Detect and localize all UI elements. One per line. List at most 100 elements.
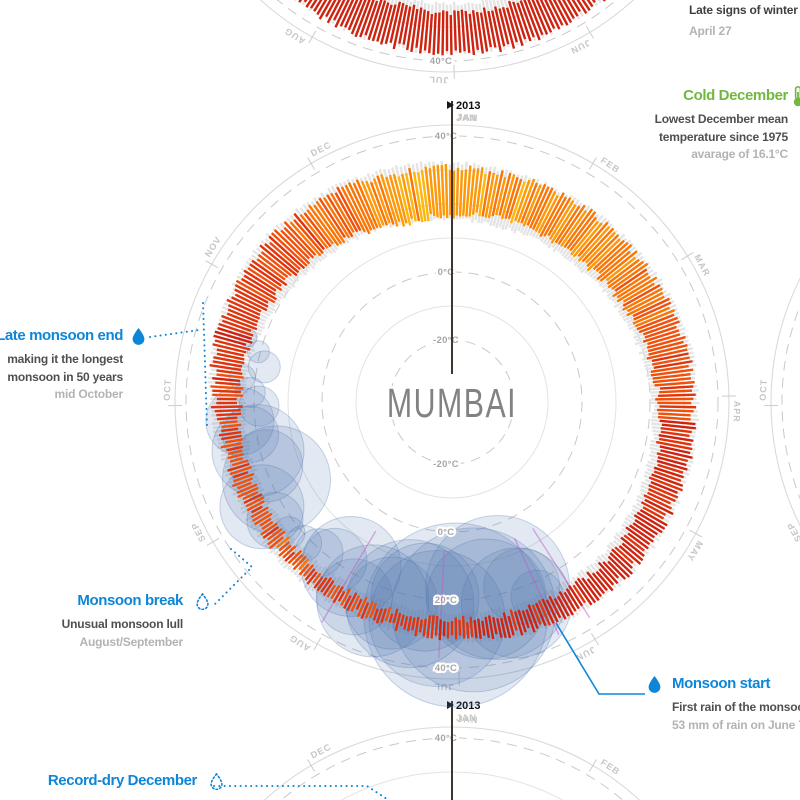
dotted-connector-line [212, 548, 254, 607]
annotation-title: Cold December [683, 87, 788, 104]
daily-temperature-bars [209, 163, 697, 641]
month-tick [313, 637, 322, 651]
raindrop-icon [648, 676, 661, 698]
month-tick [681, 251, 694, 261]
annotation-date: August/September [79, 634, 184, 649]
raindrop-outline-icon [210, 772, 223, 795]
annotation-monsoon-break: Monsoon break Unusual monsoon lull Augus… [61, 592, 209, 651]
month-label: DEC [309, 139, 333, 158]
month-tick [307, 759, 316, 772]
annotation-text: temperature since 1975 [658, 129, 788, 144]
annotation-text: Late signs of winter [689, 3, 798, 17]
annotation-date: 53 mm of rain on June 7 [672, 717, 800, 732]
annotation-text: Unusual monsoon lull [61, 617, 184, 631]
dotted-connector-line [213, 785, 391, 800]
annotation-text: First rain of the monsoon season [672, 700, 800, 714]
annotation-title: Late monsoon end [0, 327, 123, 344]
annotation-text: monsoon in 50 years [7, 369, 123, 384]
dotted-connector-line [149, 329, 200, 338]
year-label: 2013 [456, 700, 480, 712]
rain-event-circle [246, 340, 270, 364]
start-month-label: JAN [456, 713, 477, 724]
month-label: AUG [287, 633, 312, 654]
month-label: MAY [685, 539, 705, 563]
year-marker-arrow [447, 701, 454, 709]
annotation-date: avarage of 16.1°C [691, 147, 788, 161]
ring-temperature-label: 40°C [435, 663, 457, 674]
annotation-late-monsoon-end: Late monsoon end making it the longest m… [0, 327, 145, 404]
annotation-late-signs-of-winter: Late signs of winter April 27 [689, 2, 798, 40]
start-month-label: JAN [456, 113, 477, 124]
month-label: OCT [758, 379, 769, 401]
solid-connector-line [555, 622, 645, 695]
month-label: JUN [574, 645, 597, 664]
dotted-connector-line [202, 302, 208, 426]
month-label: MAR [692, 253, 712, 278]
year-label: 2013 [456, 100, 480, 112]
ring-temperature-label: 20°C [435, 595, 457, 606]
raindrop-outline-icon [196, 592, 209, 615]
month-tick [307, 157, 316, 170]
month-label: OCT [162, 379, 173, 401]
month-tick [585, 26, 594, 39]
temperature-ring [781, 304, 800, 500]
temperature-ring [276, 0, 618, 62]
month-label: JUL [428, 75, 448, 86]
raindrop-icon [132, 328, 145, 350]
annotation-date: mid October [54, 387, 124, 401]
month-label: FEB [599, 155, 622, 175]
month-label: JUN [569, 38, 592, 57]
mumbai-chart: JAN FEB MAR APR MAY JUN JUL AUG SEP OCT NOV DEC 40°C… [162, 100, 742, 708]
record-marker [321, 530, 377, 623]
month-tick [588, 157, 597, 170]
month-label: JUL [433, 682, 453, 693]
month-tick [206, 537, 220, 546]
outer-ring [260, 0, 634, 73]
month-label: JAN [457, 714, 479, 725]
annotation-title: Monsoon start [672, 675, 771, 692]
ring-temperature-label: 40°C [435, 131, 457, 142]
temperature-ring [185, 135, 719, 669]
ring-temperature-label: 40°C [430, 56, 452, 67]
month-tick [689, 529, 703, 538]
month-label: AUG [282, 26, 307, 47]
annotation-connectors [149, 302, 645, 800]
rain-event-circle [344, 556, 438, 650]
rain-event-circle [316, 544, 430, 658]
month-label: FEB [599, 757, 622, 777]
annotation-date: April 27 [689, 23, 732, 38]
ring-temperature-label: -20°C [433, 459, 459, 470]
annotation-title: Record-dry December [47, 772, 198, 789]
annotation-record-dry-december: Record-dry December [47, 772, 223, 796]
annotation-text: Lowest December mean [654, 112, 789, 126]
annotation-title: Monsoon break [77, 592, 183, 609]
city-label: MUMBAI [387, 379, 517, 426]
year-marker-arrow [447, 101, 454, 109]
month-tick [590, 633, 599, 646]
annotation-text: making it the longest [7, 352, 123, 366]
month-tick [205, 260, 219, 269]
bottom-chart-fragment: JANFEBMARAPRMAYJUNJULAUGSEPOCTNOVDEC40°C… [263, 700, 641, 800]
month-label: SEP [189, 520, 207, 543]
ring-temperature-label: 0°C [438, 527, 455, 538]
ring-temperature-label: 0°C [438, 267, 455, 278]
month-label: SEP [785, 520, 800, 543]
month-label: DEC [309, 741, 333, 760]
month-label: JAN [457, 112, 479, 123]
month-label: NOV [203, 234, 224, 258]
temperature-ring [253, 203, 651, 601]
ring-temperature-label: -20°C [433, 335, 459, 346]
month-tick [308, 30, 317, 44]
rain-event-circle [247, 350, 281, 384]
outer-ring [770, 277, 800, 527]
month-label: APR [731, 401, 742, 423]
annotation-cold-december: Cold December Lowest December mean tempe… [654, 86, 800, 164]
month-tick [588, 759, 597, 772]
annotation-monsoon-start: Monsoon start First rain of the monsoon … [648, 675, 800, 734]
daily-temperature-bars [298, 0, 606, 56]
thermometer-icon [791, 86, 800, 112]
